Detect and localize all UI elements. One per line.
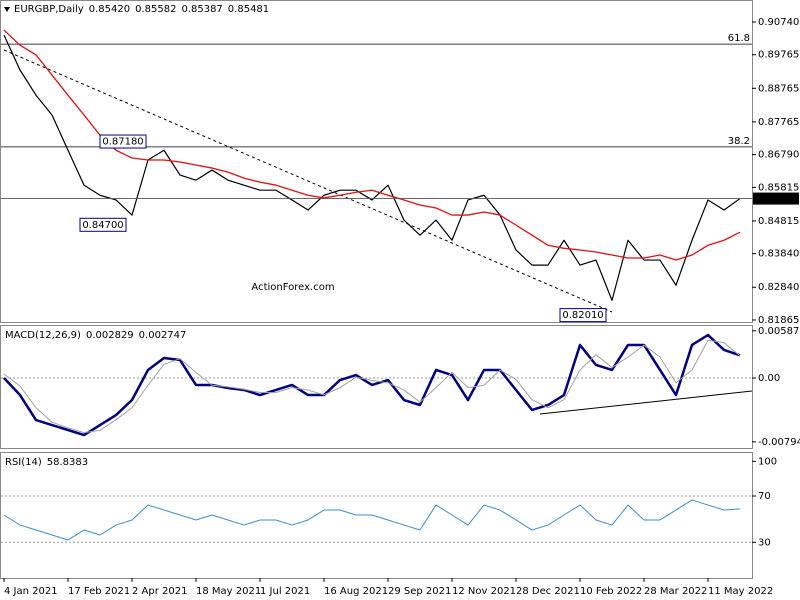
x-tick-label: 29 Sep 2021 [388, 586, 451, 597]
fib-label: 38.2 [728, 136, 750, 147]
x-tick-label: 1 Jul 2021 [260, 586, 310, 597]
header-text: 0.85481 [228, 4, 269, 15]
watermark: ActionForex.com [251, 282, 334, 293]
header-text: 0.85420 [89, 4, 130, 15]
y-tick-label: 0.87765 [758, 117, 799, 128]
last-price-box [753, 192, 799, 205]
x-tick-label: 18 May 2021 [196, 586, 261, 597]
annotation-box [79, 217, 127, 232]
panel-header: MACD(12,26,9) 0.002829 0.002747 [5, 330, 186, 341]
x-tick-label: 4 Jan 2021 [4, 586, 58, 597]
y-tick-label: 0.88765 [758, 83, 799, 94]
trend-line [3, 49, 613, 313]
x-tick-label: 2 Apr 2021 [132, 586, 187, 597]
y-tick-label: 70 [758, 491, 771, 502]
y-tick-label: 0.90740 [758, 17, 799, 28]
panel-header: EURGBP,Daily 0.85420 0.85582 0.85387 0.85481 [14, 4, 269, 15]
header-text: MACD(12,26,9) [5, 330, 81, 341]
header-text: 0.85387 [181, 4, 222, 15]
header-text: 58.8383 [47, 457, 88, 468]
header-text: 0.002747 [139, 330, 187, 341]
x-tick-label: 28 Mar 2022 [644, 586, 707, 597]
y-tick-label: 0.86790 [758, 150, 799, 161]
annotation-label: 0.84700 [82, 220, 123, 231]
series-line [3, 34, 741, 301]
x-tick-label: 11 May 2022 [708, 586, 773, 597]
x-tick-label: 28 Dec 2021 [516, 586, 580, 597]
last-price-label: 0.85481 [757, 194, 798, 205]
macd-panel [0, 325, 753, 449]
series-line [3, 29, 741, 261]
macd-trend-line [539, 390, 753, 415]
fib-label: 61.8 [728, 33, 750, 44]
annotation-label: 0.87180 [102, 137, 143, 148]
y-tick-label: 100 [758, 456, 777, 467]
header-text: EURGBP,Daily [14, 4, 84, 15]
y-tick-label: 0.00 [758, 373, 780, 384]
price-panel [0, 0, 753, 323]
header-text: RSI(14) [5, 457, 42, 468]
series-line [3, 339, 741, 434]
panel-header: RSI(14) 58.8383 [5, 457, 88, 468]
y-tick-label: 0.82840 [758, 282, 799, 293]
x-tick-label: 17 Feb 2021 [68, 586, 130, 597]
series-line [3, 333, 741, 437]
header-text: 0.85582 [135, 4, 176, 15]
y-tick-label: -0.007945 [758, 437, 800, 448]
y-tick-label: 0.81865 [758, 315, 799, 326]
menu-icon[interactable] [4, 7, 10, 12]
y-tick-label: 30 [758, 537, 771, 548]
y-tick-label: 0.005872 [758, 326, 800, 337]
y-tick-label: 0.83840 [758, 249, 799, 260]
y-tick-label: 0.84815 [758, 216, 799, 227]
header-text: 0.002829 [86, 330, 134, 341]
x-tick-label: 16 Aug 2021 [324, 586, 388, 597]
annotation-box [99, 134, 147, 149]
x-tick-label: 10 Feb 2022 [580, 586, 642, 597]
annotation-box [559, 308, 607, 323]
x-tick-label: 12 Nov 2021 [452, 586, 516, 597]
rsi-panel [0, 452, 753, 579]
y-tick-label: 0.89765 [758, 50, 799, 61]
annotation-label: 0.82010 [562, 310, 603, 321]
series-line [3, 499, 741, 541]
y-tick-label: 0.85815 [758, 182, 799, 193]
